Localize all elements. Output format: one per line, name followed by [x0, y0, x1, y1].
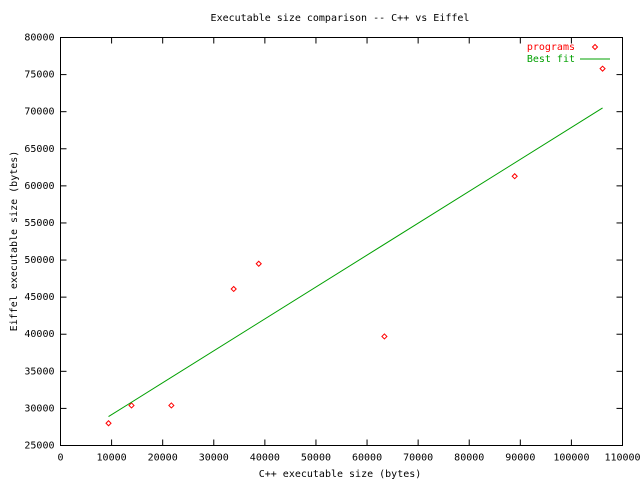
data-point — [105, 420, 112, 427]
x-axis-label: C++ executable size (bytes) — [259, 469, 422, 480]
data-point — [511, 173, 518, 180]
legend-label: programs — [527, 42, 575, 53]
y-axis-label: Eiffel executable size (bytes) — [9, 151, 20, 332]
y-tick-label: 80000 — [24, 33, 54, 44]
x-tick-label: 30000 — [199, 453, 229, 464]
legend-swatch — [591, 43, 599, 51]
data-point — [168, 402, 175, 409]
fit-line — [108, 107, 603, 417]
y-tick-label: 55000 — [24, 218, 54, 229]
x-tick-label: 100000 — [553, 453, 589, 464]
data-point — [255, 260, 262, 267]
y-tick-label: 50000 — [24, 255, 54, 266]
chart-title: Executable size comparison -- C++ vs Eif… — [211, 13, 470, 24]
y-tick-label: 45000 — [24, 292, 54, 303]
y-tick-label: 60000 — [24, 181, 54, 192]
data-point — [599, 65, 606, 72]
x-tick-label: 90000 — [505, 453, 535, 464]
y-tick-label: 65000 — [24, 144, 54, 155]
data-point — [128, 402, 135, 409]
x-tick-label: 70000 — [403, 453, 433, 464]
x-tick-label: 50000 — [301, 453, 331, 464]
y-tick-label: 40000 — [24, 329, 54, 340]
plot-frame — [60, 37, 623, 446]
x-tick-label: 0 — [57, 453, 63, 464]
data-point — [381, 333, 388, 340]
y-tick-label: 75000 — [24, 70, 54, 81]
y-tick-label: 35000 — [24, 366, 54, 377]
legend-label: Best fit — [527, 54, 575, 65]
x-tick-label: 60000 — [352, 453, 382, 464]
y-tick-label: 30000 — [24, 403, 54, 414]
x-tick-label: 10000 — [97, 453, 127, 464]
x-tick-label: 20000 — [148, 453, 178, 464]
y-tick-label: 25000 — [24, 441, 54, 452]
data-point — [230, 285, 237, 293]
x-tick-label: 80000 — [454, 453, 484, 464]
y-tick-label: 70000 — [24, 107, 54, 118]
x-tick-label: 110000 — [604, 453, 640, 464]
x-tick-label: 40000 — [250, 453, 280, 464]
